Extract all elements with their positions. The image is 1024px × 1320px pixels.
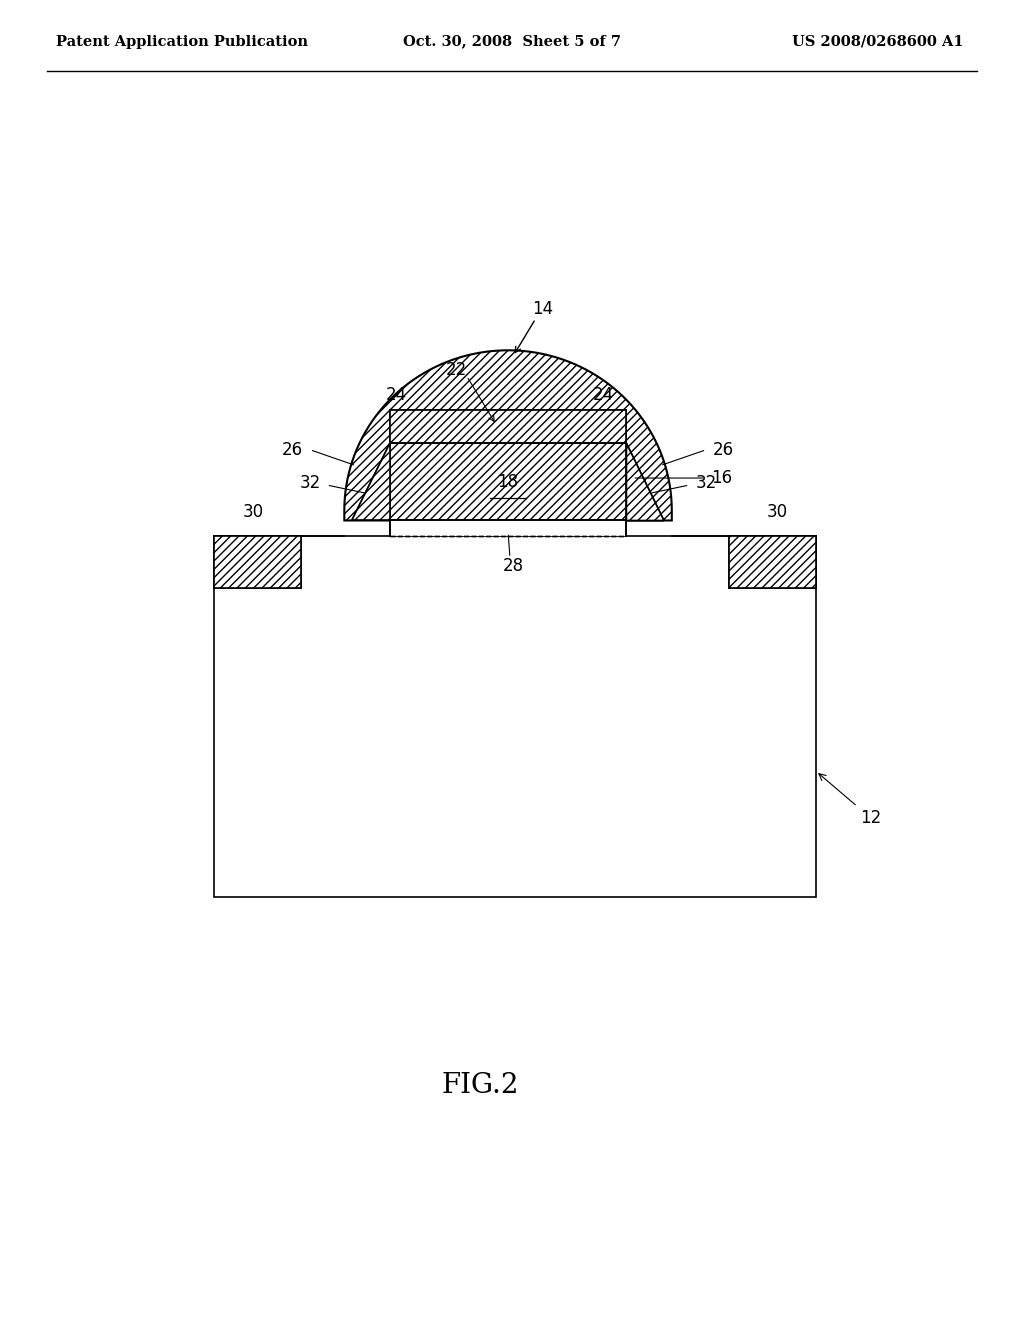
Text: 32: 32 xyxy=(299,474,321,492)
Text: FIG.2: FIG.2 xyxy=(441,1072,519,1100)
Polygon shape xyxy=(627,444,664,520)
Text: 22: 22 xyxy=(446,360,467,379)
Text: 32: 32 xyxy=(695,474,717,492)
Bar xyxy=(390,444,627,520)
Bar xyxy=(729,536,816,587)
Text: 12: 12 xyxy=(819,774,882,828)
Text: 14: 14 xyxy=(532,300,553,318)
Text: US 2008/0268600 A1: US 2008/0268600 A1 xyxy=(793,34,964,49)
Polygon shape xyxy=(344,350,672,520)
Polygon shape xyxy=(352,444,390,520)
Polygon shape xyxy=(352,444,390,520)
Text: Patent Application Publication: Patent Application Publication xyxy=(56,34,308,49)
Text: 16: 16 xyxy=(712,469,732,487)
Text: 30: 30 xyxy=(243,503,264,520)
Text: 28: 28 xyxy=(503,557,523,576)
Bar xyxy=(390,409,627,444)
Text: 24: 24 xyxy=(593,387,613,404)
Bar xyxy=(214,536,301,587)
Text: 24: 24 xyxy=(386,387,408,404)
Bar xyxy=(729,536,816,587)
Bar xyxy=(390,520,627,536)
Bar xyxy=(214,536,301,587)
Polygon shape xyxy=(627,444,664,520)
Text: 26: 26 xyxy=(282,441,303,458)
Bar xyxy=(390,444,627,520)
Text: 26: 26 xyxy=(714,441,734,458)
Bar xyxy=(390,409,627,444)
Text: 18: 18 xyxy=(498,473,518,491)
Text: 30: 30 xyxy=(766,503,787,520)
Bar xyxy=(214,536,816,898)
Text: Oct. 30, 2008  Sheet 5 of 7: Oct. 30, 2008 Sheet 5 of 7 xyxy=(403,34,621,49)
Bar xyxy=(390,520,627,536)
